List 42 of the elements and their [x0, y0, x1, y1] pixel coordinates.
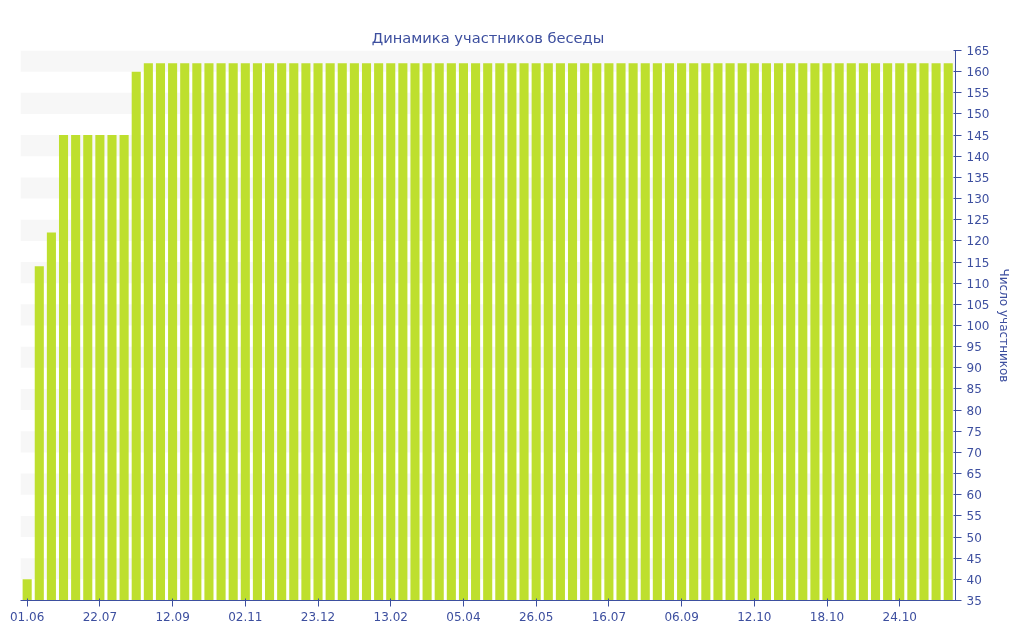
y-tick-label: 35 — [966, 594, 982, 608]
chart-title: Динамика участников беседы — [371, 28, 605, 46]
x-tick-label: 18.10 — [809, 609, 845, 624]
y-tick-label: 130 — [966, 192, 990, 207]
y-tick-label: 75 — [966, 424, 982, 439]
y-tick-label: 80 — [966, 403, 982, 418]
x-tick-label: 24.10 — [882, 609, 917, 624]
y-tick-label: 50 — [966, 530, 982, 545]
y-tick-label: 140 — [966, 149, 990, 164]
y-tick-label: 70 — [966, 445, 982, 460]
y-tick-label: 65 — [966, 467, 982, 482]
x-tick-label: 22.07 — [82, 609, 118, 624]
y-tick-label: 60 — [966, 488, 982, 503]
y-tick-label: 150 — [966, 107, 990, 122]
x-tick-label: 16.07 — [591, 609, 627, 624]
y-tick-label: 95 — [966, 340, 982, 355]
y-tick-label: 110 — [966, 276, 990, 291]
y-tick-label: 115 — [966, 255, 990, 270]
x-tick-label: 12.09 — [155, 609, 190, 624]
x-tick-label: 02.11 — [228, 609, 263, 624]
y-tick-label: 85 — [966, 382, 982, 397]
y-tick-label: 155 — [966, 86, 990, 101]
y-tick-label: 160 — [966, 65, 990, 80]
x-tick-label: 26.05 — [519, 609, 554, 624]
x-tick-label: 01.06 — [9, 609, 45, 624]
x-tick-label: 23.12 — [300, 609, 336, 624]
y-axis-title: Число участников — [997, 268, 1012, 383]
y-tick-label: 100 — [966, 319, 990, 333]
y-tick-label: 55 — [966, 509, 982, 524]
y-tick-label: 105 — [966, 297, 990, 312]
y-tick-label: 125 — [966, 213, 990, 228]
y-tick-label: 165 — [966, 44, 990, 58]
y-tick-label: 45 — [966, 551, 982, 566]
y-tick-label: 120 — [966, 234, 990, 249]
x-tick-label: 12.10 — [737, 609, 772, 624]
y-tick-label: 90 — [966, 361, 982, 376]
x-tick-label: 06.09 — [664, 609, 699, 624]
y-tick-label: 135 — [966, 170, 990, 185]
x-tick-label: 13.02 — [373, 609, 408, 624]
y-tick-label: 145 — [966, 128, 990, 143]
x-tick-label: 05.04 — [446, 609, 481, 624]
y-tick-label: 40 — [966, 572, 982, 587]
